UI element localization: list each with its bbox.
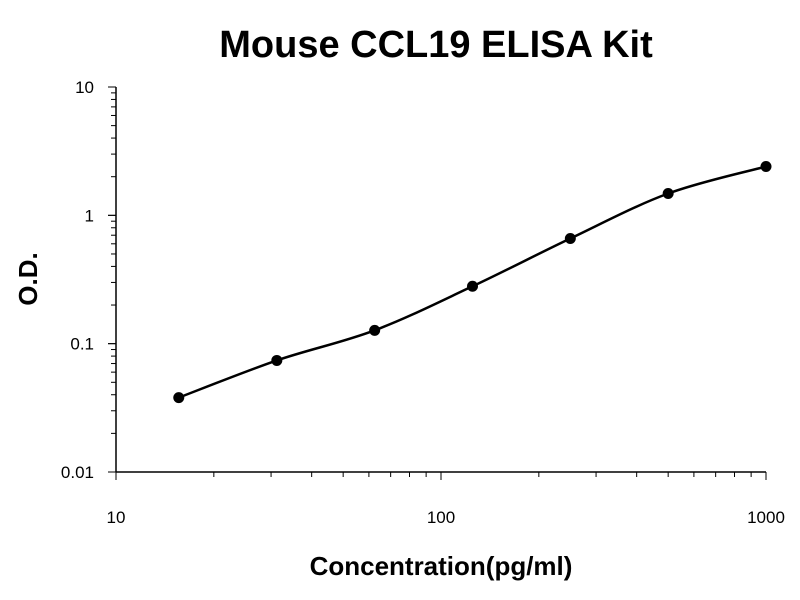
data-point	[760, 161, 772, 173]
data-point	[173, 392, 185, 404]
y-tick-label: 10	[75, 78, 94, 97]
x-tick-labels: 10 100 1000	[107, 508, 785, 527]
y-axis-label: O.D.	[13, 252, 43, 305]
x-tick-label: 100	[427, 508, 455, 527]
x-tick-label: 10	[107, 508, 126, 527]
x-axis-label: Concentration(pg/ml)	[310, 551, 573, 581]
data-point	[662, 187, 674, 199]
axes: 0.01 0.1 1 10 10 100 1000	[61, 78, 785, 527]
data-point	[466, 280, 478, 292]
data-point	[564, 232, 576, 244]
data-points	[173, 161, 772, 404]
y-tick-label: 1	[85, 206, 94, 225]
x-minor-ticks	[115, 472, 767, 480]
y-minor-ticks	[108, 86, 116, 473]
data-point	[271, 354, 283, 366]
y-tick-labels: 0.01 0.1 1 10	[61, 78, 94, 482]
x-tick-label: 1000	[747, 508, 785, 527]
y-tick-label: 0.1	[70, 335, 94, 354]
chart-title: Mouse CCL19 ELISA Kit	[219, 24, 653, 66]
data-point	[369, 324, 381, 336]
y-tick-label: 0.01	[61, 463, 94, 482]
